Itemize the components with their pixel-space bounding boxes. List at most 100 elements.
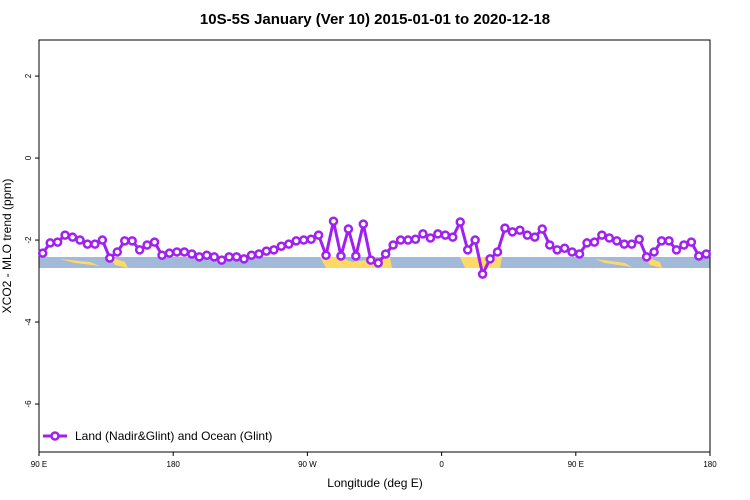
- data-point: [455, 217, 465, 227]
- data-point: [537, 224, 547, 234]
- data-point: [485, 254, 495, 264]
- data-point: [686, 237, 697, 247]
- data-point: [172, 247, 182, 257]
- data-point: [298, 235, 309, 245]
- data-point: [209, 252, 219, 262]
- y-tick-label: -4: [24, 318, 33, 326]
- data-point: [634, 234, 644, 244]
- data-point: [530, 232, 540, 242]
- data-point: [328, 216, 339, 226]
- data-point: [142, 240, 152, 250]
- data-point: [306, 234, 316, 244]
- chart-title: 10S-5S January (Ver 10) 2015-01-01 to 20…: [200, 11, 550, 28]
- data-point: [231, 252, 242, 262]
- data-point: [60, 230, 70, 240]
- x-tick-label: 180: [703, 460, 717, 469]
- data-point: [149, 237, 160, 247]
- data-point: [380, 249, 391, 259]
- data-point: [500, 223, 510, 233]
- data-point: [433, 229, 443, 239]
- legend-label: Land (Nadir&Glint) and Ocean (Glint): [75, 429, 272, 443]
- data-point: [462, 245, 473, 255]
- x-tick-label: 180: [167, 460, 181, 469]
- data-point: [336, 251, 346, 261]
- x-axis-label: Longitude (deg E): [327, 476, 422, 490]
- data-point: [664, 236, 674, 246]
- data-point: [269, 245, 279, 255]
- data-point: [425, 233, 436, 243]
- data-point: [515, 225, 525, 235]
- data-point: [582, 238, 592, 248]
- data-point: [440, 230, 451, 240]
- data-point: [619, 239, 630, 249]
- x-tick-label: 90 E: [31, 460, 47, 469]
- x-tick-label: 90 W: [298, 460, 317, 469]
- data-point: [552, 245, 562, 255]
- data-point: [45, 238, 55, 248]
- y-tick-label: 0: [24, 155, 33, 160]
- data-point: [67, 232, 78, 242]
- data-point: [366, 255, 376, 265]
- data-point: [589, 237, 600, 247]
- data-point: [37, 248, 48, 258]
- data-point: [127, 236, 137, 246]
- data-point: [313, 230, 324, 240]
- data-point: [52, 237, 63, 247]
- data-point: [284, 239, 294, 249]
- data-point: [701, 249, 712, 259]
- data-point: [246, 250, 257, 260]
- data-point: [470, 235, 480, 245]
- data-point: [612, 236, 622, 246]
- data-point: [291, 236, 301, 246]
- data-point: [358, 219, 369, 229]
- data-point: [134, 245, 145, 255]
- data-point: [343, 224, 354, 234]
- data-point: [574, 249, 585, 259]
- data-point: [321, 250, 331, 260]
- data-point: [119, 236, 130, 246]
- data-point: [179, 247, 190, 257]
- data-point: [157, 250, 167, 260]
- data-point: [492, 247, 503, 257]
- data-point: [351, 251, 361, 261]
- y-tick-label: -2: [24, 236, 33, 244]
- data-point: [254, 249, 264, 259]
- y-tick-label: -6: [24, 400, 33, 408]
- x-tick-label: 90 E: [568, 460, 584, 469]
- data-point: [418, 229, 428, 239]
- data-point: [559, 243, 570, 254]
- data-point: [403, 235, 413, 245]
- data-point: [448, 232, 458, 242]
- data-point: [395, 235, 406, 245]
- legend-marker: [50, 431, 60, 441]
- data-point: [679, 240, 689, 250]
- data-point: [477, 269, 488, 279]
- data-point: [97, 235, 108, 245]
- data-point: [75, 235, 85, 245]
- data-point: [694, 251, 704, 261]
- y-tick-label: 2: [24, 73, 33, 78]
- data-point: [373, 258, 383, 268]
- data-point: [544, 240, 555, 250]
- data-point: [604, 233, 615, 243]
- y-axis-label: XCO2 - MLO trend (ppm): [0, 179, 14, 314]
- data-point: [671, 245, 682, 255]
- data-point: [649, 247, 659, 257]
- data-point: [202, 250, 212, 260]
- data-point: [105, 253, 115, 263]
- data-point: [626, 239, 637, 249]
- data-point: [641, 252, 652, 262]
- data-point: [187, 249, 197, 259]
- data-point: [507, 227, 518, 237]
- data-point: [194, 252, 205, 262]
- data-point: [522, 230, 533, 240]
- data-point: [224, 252, 234, 262]
- data-point: [567, 247, 577, 257]
- plot-frame: [38, 39, 711, 453]
- data-point: [276, 241, 287, 251]
- data-point: [388, 240, 398, 250]
- data-point: [112, 247, 123, 257]
- data-point: [90, 239, 100, 249]
